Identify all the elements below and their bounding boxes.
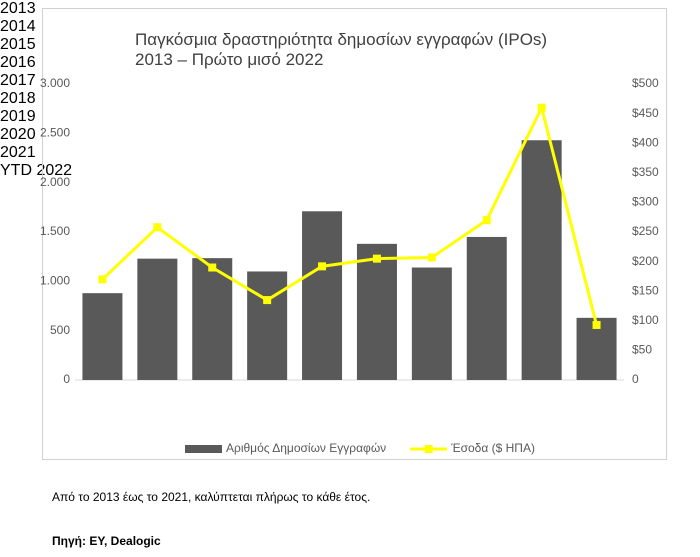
bar bbox=[247, 271, 288, 380]
bar bbox=[466, 236, 507, 380]
y2-tick-label: $50 bbox=[632, 343, 652, 357]
legend-swatch-marker bbox=[424, 445, 433, 453]
line-marker bbox=[592, 320, 601, 329]
legend-label: Έσοδα ($ ΗΠΑ) bbox=[450, 441, 535, 455]
y-tick-label: 500 bbox=[50, 323, 70, 337]
x-tick-label: 2016 bbox=[0, 54, 36, 71]
y2-tick-label: 0 bbox=[632, 372, 639, 386]
x-tick-label: 2018 bbox=[0, 90, 36, 107]
legend-label: Αριθμός Δημοσίων Εγγραφών bbox=[226, 441, 386, 455]
bar bbox=[82, 293, 123, 380]
line-marker bbox=[153, 223, 162, 232]
y2-tick-label: $450 bbox=[632, 106, 659, 120]
x-tick-label: 2013 bbox=[0, 0, 36, 17]
line-marker bbox=[318, 262, 327, 271]
line-marker bbox=[427, 253, 436, 262]
y-tick-label: 0 bbox=[63, 372, 70, 386]
x-tick-label: 2017 bbox=[0, 72, 36, 89]
bar bbox=[302, 211, 343, 380]
bar bbox=[411, 267, 452, 380]
bar bbox=[356, 243, 397, 380]
y-tick-label: 2.500 bbox=[40, 126, 70, 140]
x-tick-label: 2020 bbox=[0, 126, 36, 143]
line-marker bbox=[537, 103, 546, 112]
y2-tick-label: $150 bbox=[632, 283, 659, 297]
line-marker bbox=[263, 296, 272, 305]
y-tick-label: 3.000 bbox=[40, 76, 70, 90]
y-tick-label: 1.000 bbox=[40, 274, 70, 288]
y2-tick-label: $200 bbox=[632, 254, 659, 268]
y2-tick-label: $500 bbox=[632, 76, 659, 90]
line-marker bbox=[372, 254, 381, 263]
line-marker bbox=[208, 263, 217, 272]
line-marker bbox=[98, 275, 107, 284]
y2-tick-label: $100 bbox=[632, 313, 659, 327]
chart-frame bbox=[42, 8, 667, 460]
y2-tick-label: $350 bbox=[632, 165, 659, 179]
source: Πηγή: EY, Dealogic bbox=[52, 534, 161, 548]
y2-tick-label: $300 bbox=[632, 195, 659, 209]
chart-subtitle: 2013 – Πρώτο μισό 2022 bbox=[135, 50, 323, 69]
x-tick-label: 2019 bbox=[0, 108, 36, 125]
chart-title: Παγκόσμια δραστηριότητα δημοσίων εγγραφώ… bbox=[135, 30, 547, 49]
bar bbox=[192, 258, 233, 380]
footnote: Από το 2013 έως το 2021, καλύπτεται πλήρ… bbox=[52, 490, 371, 504]
y2-tick-label: $400 bbox=[632, 135, 659, 149]
line bbox=[101, 103, 599, 326]
x-tick-label: 2014 bbox=[0, 18, 36, 35]
legend-swatch bbox=[185, 445, 222, 453]
y-tick-label: 2.000 bbox=[40, 175, 70, 189]
x-tick-label: YTD 2022 bbox=[0, 162, 73, 179]
bar bbox=[137, 258, 178, 380]
bar bbox=[521, 140, 562, 380]
x-tick-label: 2015 bbox=[0, 36, 36, 53]
y-tick-label: 1.500 bbox=[40, 224, 70, 238]
line-marker bbox=[482, 216, 491, 225]
x-tick-label: 2021 bbox=[0, 144, 36, 161]
y2-tick-label: $250 bbox=[632, 224, 659, 238]
chart: Παγκόσμια δραστηριότητα δημοσίων εγγραφώ… bbox=[40, 30, 659, 455]
